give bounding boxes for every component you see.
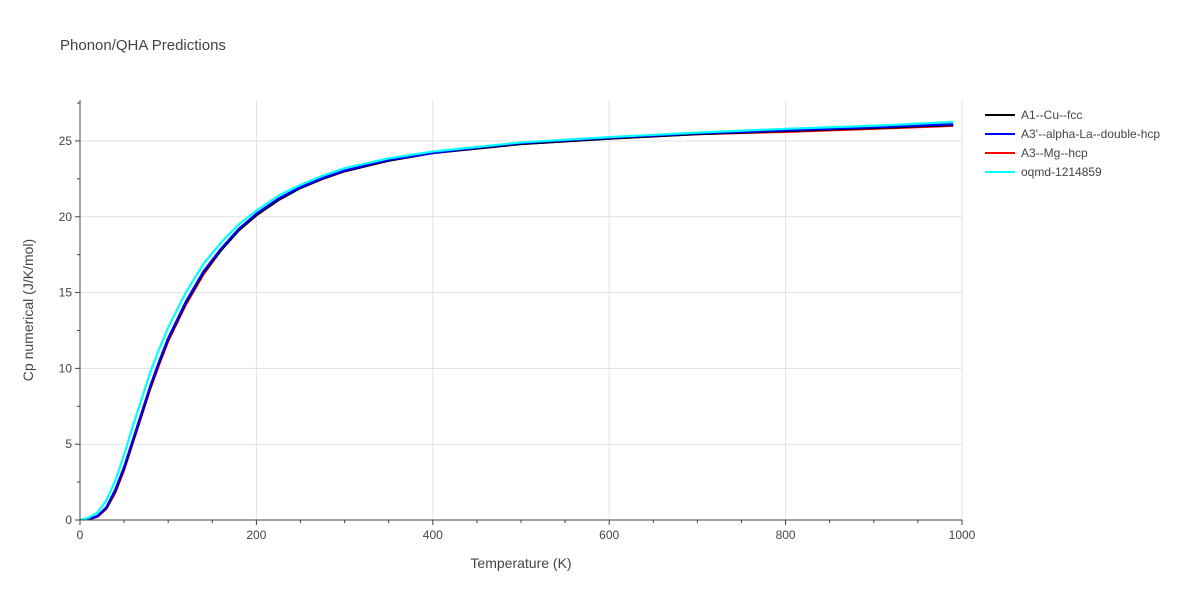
legend-label: oqmd-1214859 <box>1021 165 1102 179</box>
legend-label: A1--Cu--fcc <box>1021 108 1082 122</box>
y-tick-label: 10 <box>59 361 73 375</box>
legend-label: A3'--alpha-La--double-hcp <box>1021 127 1160 141</box>
x-axis-title: Temperature (K) <box>470 555 571 571</box>
y-tick-label: 15 <box>59 286 73 300</box>
legend-item[interactable]: A1--Cu--fcc <box>985 108 1082 122</box>
y-tick-label: 25 <box>59 134 73 148</box>
x-tick-label: 200 <box>246 528 266 542</box>
grid-layer <box>80 100 963 520</box>
x-tick-label: 1000 <box>949 528 976 542</box>
series-line-0 <box>80 123 954 520</box>
y-tick-label: 20 <box>59 210 73 224</box>
series-line-1 <box>80 123 954 520</box>
axis-layer: 0 200 400 600 800 1000 0 5 10 15 20 25 <box>59 100 976 542</box>
x-tick-label: 0 <box>77 528 84 542</box>
legend-item[interactable]: oqmd-1214859 <box>985 165 1102 179</box>
series-layer <box>80 120 954 520</box>
y-tick-label: 0 <box>65 513 72 527</box>
chart-title: Phonon/QHA Predictions <box>60 37 226 54</box>
legend: A1--Cu--fcc A3'--alpha-La--double-hcp A3--… <box>985 108 1160 179</box>
y-tick-label: 5 <box>65 437 72 451</box>
x-tick-label: 400 <box>423 528 443 542</box>
legend-item[interactable]: A3'--alpha-La--double-hcp <box>985 127 1160 141</box>
series-line-2 <box>80 124 954 520</box>
legend-label: A3--Mg--hcp <box>1021 146 1088 160</box>
x-tick-label: 600 <box>599 528 619 542</box>
series-line-3 <box>80 120 954 520</box>
x-tick-label: 800 <box>776 528 796 542</box>
legend-item[interactable]: A3--Mg--hcp <box>985 146 1088 160</box>
y-axis-title: Cp numerical (J/K/mol) <box>20 239 36 381</box>
